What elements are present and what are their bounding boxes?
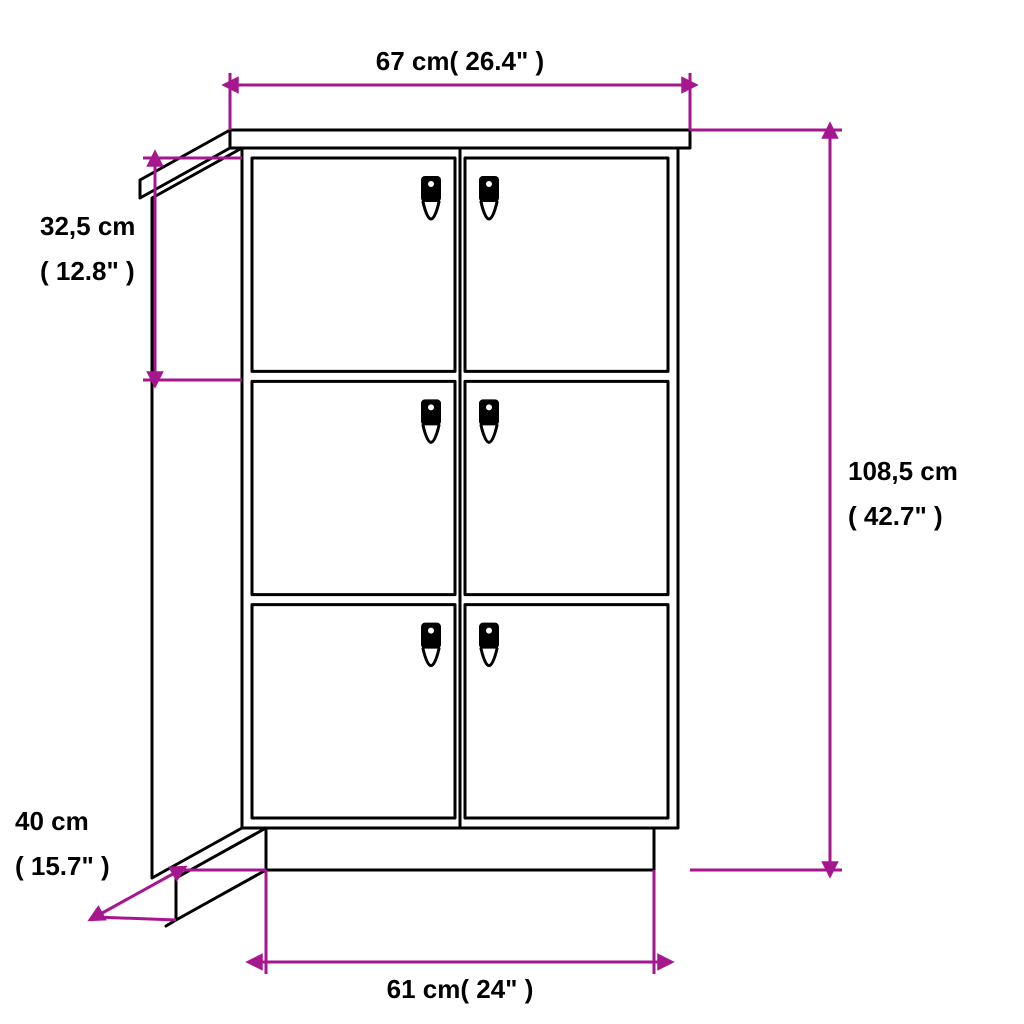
dimension-label: 32,5 cm <box>40 211 135 241</box>
cabinet-3d <box>140 130 690 926</box>
cabinet-door <box>465 158 668 371</box>
cabinet-door <box>252 605 455 818</box>
cabinet-front <box>242 148 678 870</box>
cabinet-door <box>465 381 668 594</box>
dimension-label: ( 42.7" ) <box>848 501 943 531</box>
cabinet-door <box>465 605 668 818</box>
dimension-label: ( 12.8" ) <box>40 256 135 286</box>
dimension-label: 108,5 cm <box>848 456 958 486</box>
dimension-label: 40 cm <box>15 806 89 836</box>
dimension-label: ( 15.7" ) <box>15 851 110 881</box>
cabinet-door <box>252 158 455 371</box>
cabinet-door <box>252 381 455 594</box>
dimension-label: 67 cm( 26.4" ) <box>376 46 544 76</box>
dimension-label: 61 cm( 24" ) <box>387 974 534 1004</box>
